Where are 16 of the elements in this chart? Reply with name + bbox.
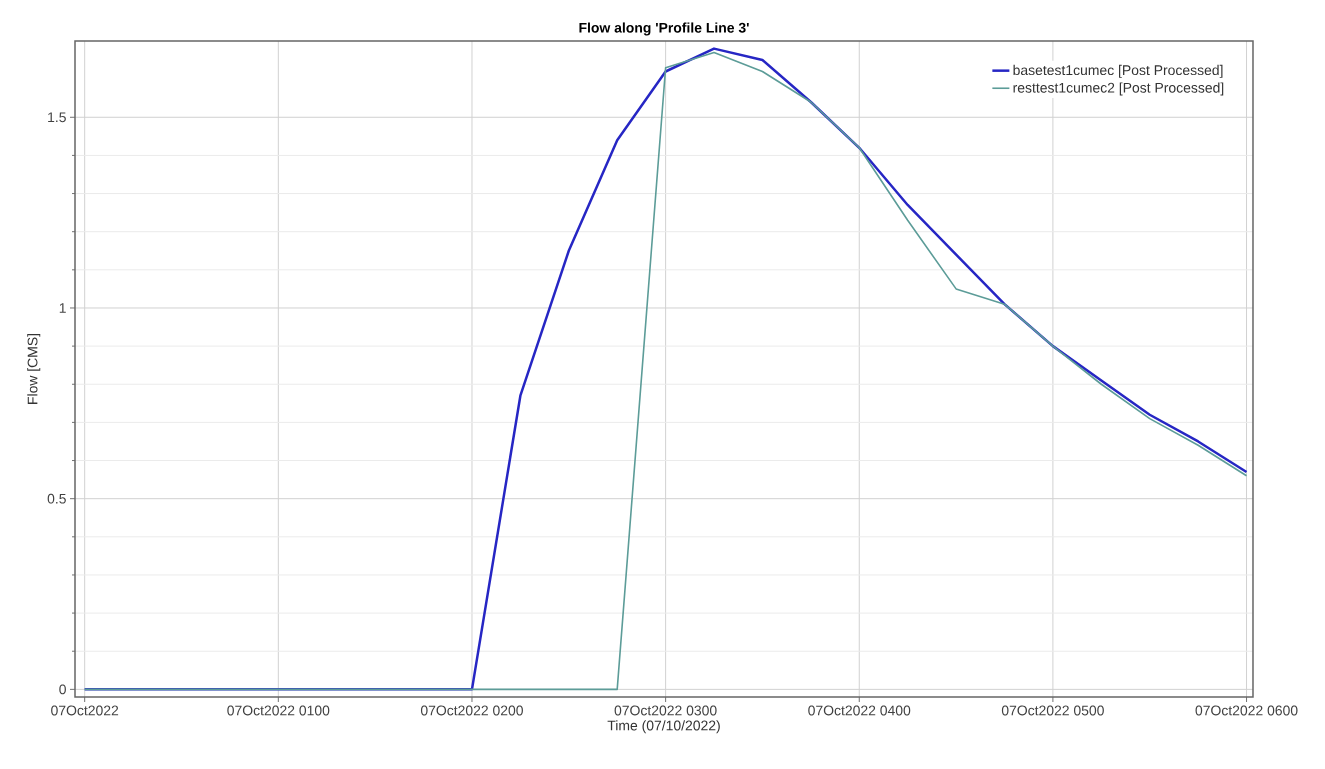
x-tick-label: 07Oct2022 0100 <box>227 705 330 716</box>
legend-label: basetest1cumec [Post Processed] <box>1013 64 1223 78</box>
legend-label: resttest1cumec2 [Post Processed] <box>1013 82 1224 96</box>
x-tick-label: 07Oct2022 <box>51 705 119 716</box>
x-tick-label: 07Oct2022 0400 <box>808 705 911 716</box>
y-tick-label: 0.5 <box>47 493 66 504</box>
chart-title: Flow along 'Profile Line 3' <box>579 22 749 36</box>
x-tick-label: 07Oct2022 0500 <box>1001 705 1104 716</box>
x-tick-label: 07Oct2022 0300 <box>614 705 717 716</box>
x-tick-label: 07Oct2022 0600 <box>1195 705 1298 716</box>
x-tick-label: 07Oct2022 0200 <box>420 705 523 716</box>
y-axis-title: Flow [CMS] <box>27 333 41 404</box>
y-tick-label: 1.5 <box>48 112 66 123</box>
x-axis-title: Time (07/10/2022) <box>607 720 720 734</box>
y-tick-label: 0 <box>59 684 66 695</box>
y-tick-label: 1 <box>59 303 66 313</box>
